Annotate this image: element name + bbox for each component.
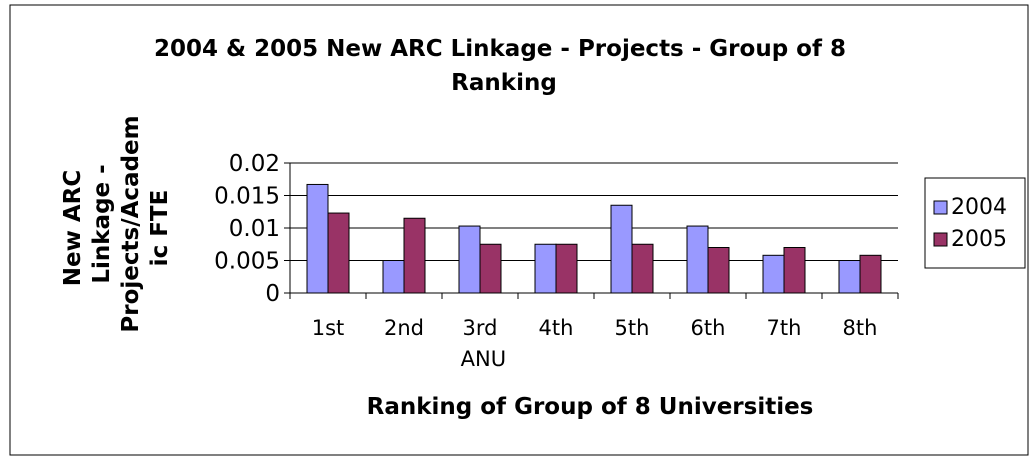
bar (555, 243, 578, 294)
bar (382, 260, 405, 294)
legend-swatch (933, 232, 948, 247)
legend-label: 2005 (951, 227, 1007, 252)
bar (707, 247, 730, 294)
y-tick-label: 0.01 (229, 216, 280, 242)
legend-box (924, 177, 1026, 269)
x-tick-label: 7th (767, 316, 802, 340)
x-tick-label: 2nd (384, 316, 424, 340)
bar (458, 225, 481, 294)
x-axis-label: Ranking of Group of 8 Universities (367, 394, 814, 420)
bar (306, 183, 329, 294)
chart-title: 2004 & 2005 New ARC Linkage - Projects -… (154, 36, 846, 96)
x-tick-label: 6th (691, 316, 726, 340)
bar (327, 212, 350, 294)
bar (403, 217, 426, 294)
bar (783, 247, 806, 294)
bar (859, 254, 882, 294)
y-tick-label: 0 (265, 281, 280, 307)
bar (762, 254, 785, 294)
bar (631, 243, 654, 294)
bar (610, 204, 633, 294)
chart-frame (9, 4, 1029, 456)
bar (686, 225, 709, 294)
y-tick-label: 0.02 (229, 151, 280, 177)
x-tick-label: 1st (312, 316, 345, 340)
x-tick-label: 8th (843, 316, 878, 340)
bar (534, 243, 557, 294)
y-tick-label: 0.015 (214, 184, 280, 210)
y-tick-label: 0.005 (214, 249, 280, 275)
x-tick-label: 5th (615, 316, 650, 340)
legend-swatch (933, 200, 948, 215)
bar (479, 243, 502, 294)
bar (838, 260, 861, 294)
y-axis-label: New ARC Linkage - Projects/Academ ic FTE (60, 115, 173, 340)
x-tick-label: 3rd ANU (454, 316, 506, 371)
x-tick-label: 4th (539, 316, 574, 340)
legend-label: 2004 (951, 195, 1007, 220)
